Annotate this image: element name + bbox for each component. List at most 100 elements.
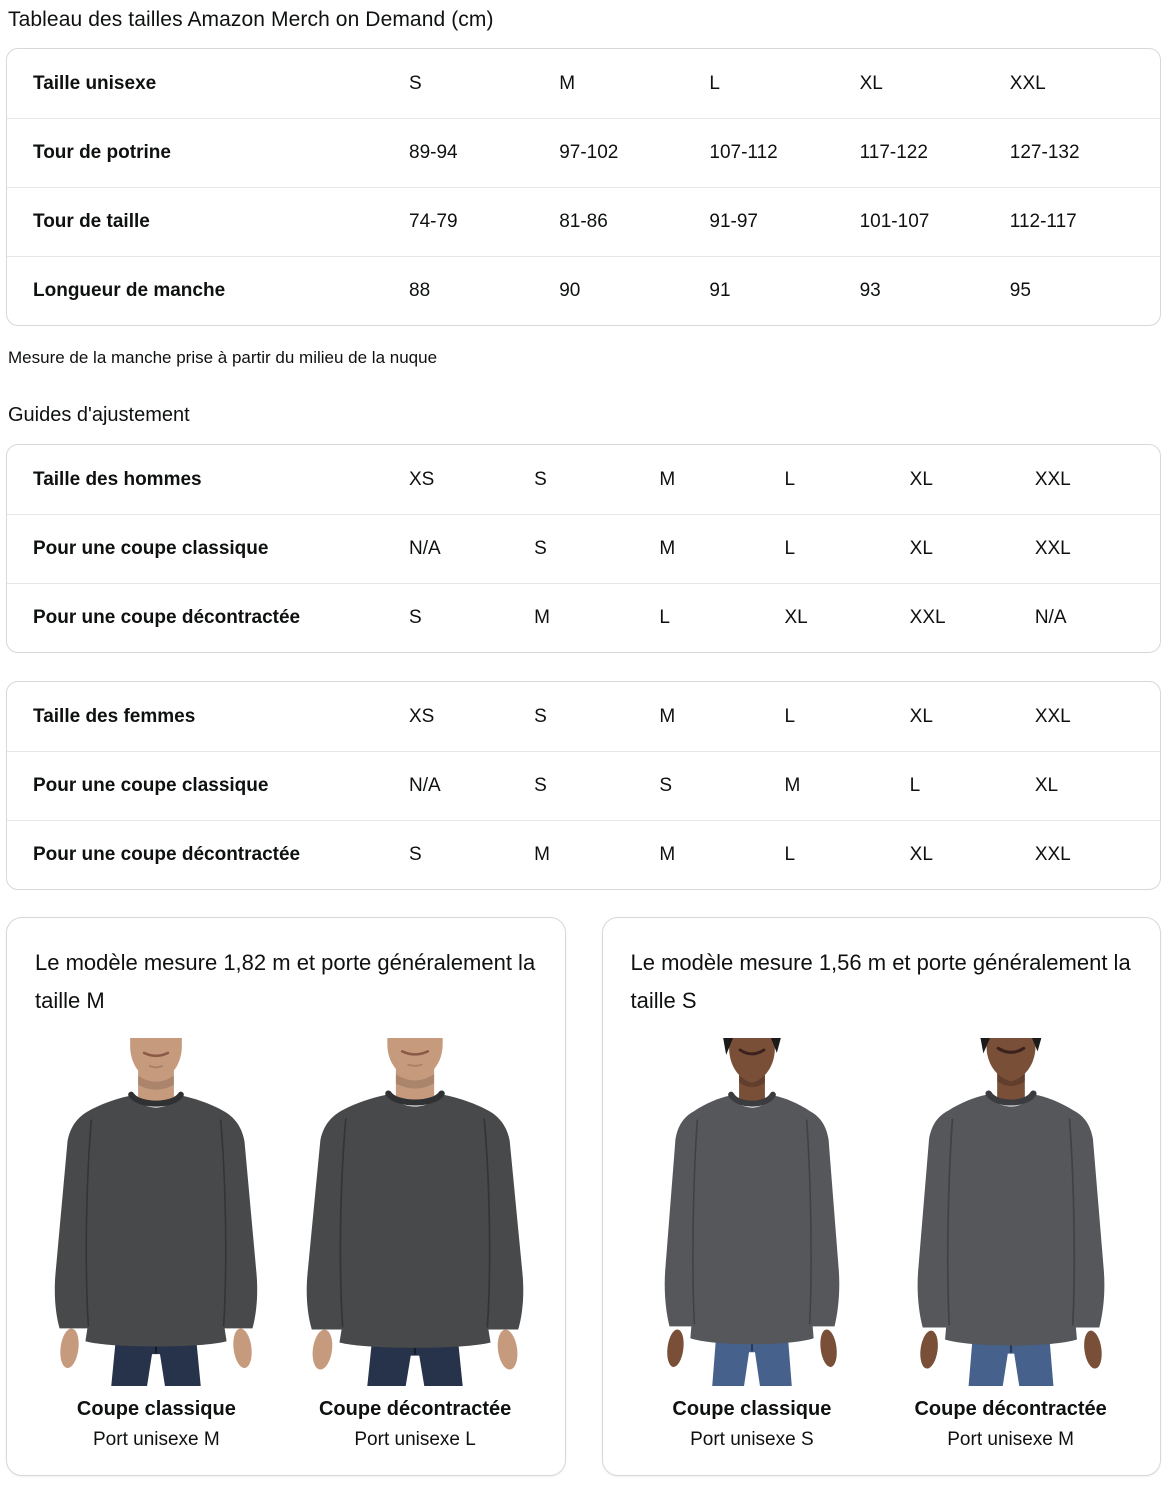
fit-label: Coupe classique <box>672 1398 832 1420</box>
table-cell: 91-97 <box>709 211 758 232</box>
table-cell: S <box>409 844 422 865</box>
table-cell: 89-94 <box>409 142 458 163</box>
model-figure: Coupe classique Port unisexe M <box>31 1038 282 1451</box>
fit-size-label: Port unisexe L <box>354 1429 476 1450</box>
table-row: Taille des femmes XS S M L XL XXL <box>7 682 1160 751</box>
table-cell: 101-107 <box>859 211 930 232</box>
table-row: Pour une coupe décontractée S M M L XL X… <box>7 820 1160 889</box>
women-fit-table: Taille des femmes XS S M L XL XXL Pour u… <box>6 681 1161 890</box>
table-cell: 112-117 <box>1009 211 1077 232</box>
model-photo-male-relaxed-fit <box>290 1038 540 1386</box>
card-heading: Le modèle mesure 1,56 m et porte général… <box>630 950 1131 1013</box>
figures-row: Coupe classique Port unisexe M Coupe déc… <box>31 1038 541 1451</box>
table-cell: 74-79 <box>409 211 458 232</box>
figure-caption: Coupe classique Port unisexe M <box>77 1386 236 1451</box>
fit-size-label: Port unisexe M <box>93 1429 220 1450</box>
row-label: Pour une coupe classique <box>33 538 269 559</box>
table-cell: XXL <box>1034 705 1071 727</box>
table-cell: M <box>534 844 550 865</box>
table-cell: 107-112 <box>709 142 778 163</box>
figure-caption: Coupe décontractée Port unisexe M <box>914 1386 1106 1451</box>
table-cell: L <box>709 72 720 94</box>
size-table: Taille unisexe S M L XL XXL Tour de potr… <box>6 48 1161 326</box>
table-cell: M <box>659 468 676 490</box>
table-cell: L <box>659 607 670 628</box>
card-heading: Le modèle mesure 1,82 m et porte général… <box>35 950 536 1013</box>
model-cards-row: Le modèle mesure 1,82 m et porte général… <box>6 917 1161 1476</box>
row-label: Longueur de manche <box>33 280 226 301</box>
men-fit-table: Taille des hommes XS S M L XL XXL Pour u… <box>6 444 1161 653</box>
model-card-men: Le modèle mesure 1,82 m et porte général… <box>6 917 566 1476</box>
table-cell: M <box>659 538 676 559</box>
figure-caption: Coupe décontractée Port unisexe L <box>319 1386 511 1451</box>
table-cell: 88 <box>409 280 431 301</box>
table-cell: M <box>659 844 676 865</box>
row-label: Taille des femmes <box>33 705 196 727</box>
table-cell: M <box>559 72 576 94</box>
table-row: Tour de potrine 89-94 97-102 107-112 117… <box>7 118 1160 187</box>
table-cell: S <box>409 607 422 628</box>
fit-size-label: Port unisexe M <box>947 1429 1074 1450</box>
fit-label: Coupe classique <box>76 1398 236 1420</box>
table-row: Longueur de manche 88 90 91 93 95 <box>7 256 1160 325</box>
table-row: Pour une coupe classique N/A S S M L XL <box>7 751 1160 820</box>
figures-row: Coupe classique Port unisexe S Coupe déc… <box>627 1038 1137 1451</box>
row-label: Tour de potrine <box>33 142 171 163</box>
table-cell: 81-86 <box>559 211 608 232</box>
figure-caption: Coupe classique Port unisexe S <box>672 1386 831 1451</box>
table-cell: S <box>409 72 422 94</box>
table-cell: XL <box>784 607 808 628</box>
table-cell: N/A <box>409 775 441 796</box>
row-label: Tour de taille <box>33 211 150 232</box>
table-cell: XS <box>409 468 435 490</box>
table-cell: 93 <box>859 280 881 301</box>
table-cell: 127-132 <box>1009 142 1080 163</box>
model-photo-female-relaxed-fit <box>886 1038 1136 1386</box>
fit-label: Coupe décontractée <box>914 1398 1107 1420</box>
table-cell: XL <box>909 538 933 559</box>
table-cell: XL <box>909 844 933 865</box>
table-row: Tour de taille 74-79 81-86 91-97 101-107… <box>7 187 1160 256</box>
table-cell: XXL <box>1034 844 1071 865</box>
table-cell: S <box>659 775 673 796</box>
model-figure: Coupe décontractée Port unisexe M <box>885 1038 1136 1451</box>
row-label: Taille unisexe <box>33 72 157 94</box>
model-photo-male-classic-fit <box>31 1038 281 1386</box>
table-cell: S <box>534 705 547 727</box>
fit-label: Coupe décontractée <box>318 1398 512 1420</box>
table-cell: XL <box>909 468 933 490</box>
model-figure: Coupe classique Port unisexe S <box>627 1038 878 1451</box>
table-cell: 91 <box>709 280 731 301</box>
fit-size-label: Port unisexe S <box>690 1429 814 1450</box>
sleeve-measure-note: Mesure de la manche prise à partir du mi… <box>8 348 438 367</box>
table-cell: L <box>784 468 796 490</box>
table-cell: S <box>534 775 547 796</box>
table-cell: L <box>784 705 796 727</box>
table-cell: XL <box>1034 775 1059 796</box>
table-cell: S <box>534 538 547 559</box>
table-cell: 95 <box>1009 280 1031 301</box>
table-cell: XXL <box>1034 538 1071 559</box>
row-label: Pour une coupe décontractée <box>33 844 301 865</box>
table-cell: S <box>534 468 547 490</box>
table-row: Taille unisexe S M L XL XXL <box>7 49 1160 118</box>
table-cell: XL <box>859 72 883 94</box>
model-photo-female-classic-fit <box>627 1038 877 1386</box>
table-cell: 97-102 <box>559 142 619 163</box>
page-title: Tableau des tailles Amazon Merch on Dema… <box>8 8 494 31</box>
table-cell: XXL <box>909 607 946 628</box>
table-cell: L <box>909 775 921 796</box>
table-cell: M <box>659 705 676 727</box>
table-cell: N/A <box>1034 607 1067 628</box>
table-cell: L <box>784 538 796 559</box>
table-cell: XL <box>909 705 933 727</box>
table-row: Pour une coupe décontractée S M L XL XXL… <box>7 583 1160 652</box>
model-figure: Coupe décontractée Port unisexe L <box>290 1038 541 1451</box>
table-cell: XXL <box>1034 468 1071 490</box>
row-label: Taille des hommes <box>33 468 202 490</box>
table-cell: XS <box>409 705 435 727</box>
row-label: Pour une coupe classique <box>33 775 269 796</box>
table-cell: M <box>784 775 801 796</box>
table-cell: L <box>784 844 796 865</box>
table-cell: 117-122 <box>859 142 928 163</box>
